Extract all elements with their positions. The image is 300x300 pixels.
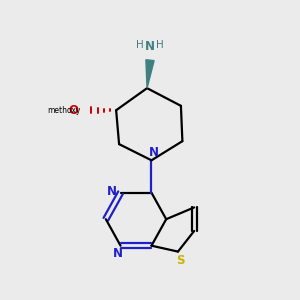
Text: methoxy: methoxy: [47, 106, 80, 115]
Text: H: H: [136, 40, 144, 50]
Text: N: N: [112, 247, 123, 260]
Text: H: H: [156, 40, 164, 50]
Text: N: N: [107, 185, 117, 198]
Text: N: N: [145, 40, 155, 53]
Polygon shape: [146, 60, 154, 88]
Text: S: S: [176, 254, 184, 267]
Text: O: O: [68, 104, 78, 117]
Text: N: N: [149, 146, 159, 159]
